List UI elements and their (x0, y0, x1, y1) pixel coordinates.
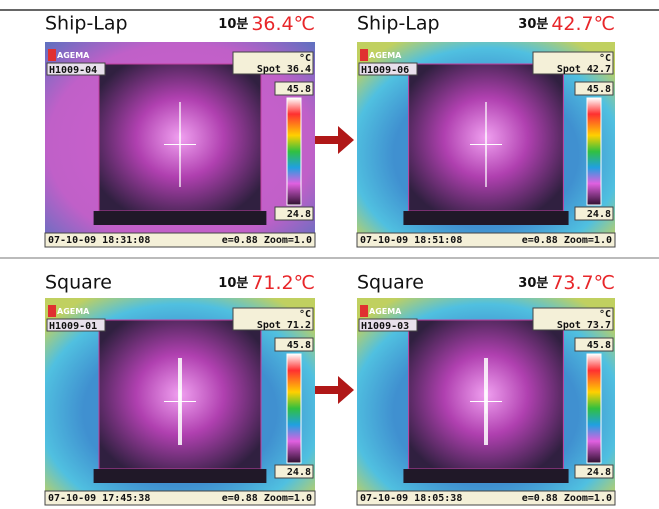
spot-box (232, 307, 314, 331)
id-box (46, 62, 106, 76)
scale-max: 45.8 (287, 340, 311, 351)
image-id: H1009-04 (49, 65, 97, 76)
id-box (46, 318, 106, 332)
panel-title: Ship-Lap (45, 13, 128, 35)
id-box (358, 62, 418, 76)
logo: AGEMA (57, 307, 90, 316)
spot-box (532, 307, 614, 331)
panel-temperature-label: 30분 73.7℃ (518, 272, 615, 294)
elapsed-time: 30분 (518, 276, 548, 291)
arrow (314, 376, 354, 404)
status-bar (356, 490, 616, 506)
unit: °C (299, 53, 311, 64)
temperature: 73.7℃ (551, 272, 615, 294)
scale-max-box (274, 337, 314, 352)
unit: °C (599, 309, 611, 320)
logo: AGEMA (369, 51, 402, 60)
image-id: H1009-01 (49, 321, 97, 332)
temperature: 36.4℃ (251, 13, 315, 35)
color-scale (286, 353, 302, 464)
color-scale (286, 97, 302, 206)
scale-max-box (574, 337, 614, 352)
spot-value: Spot 73.7 (557, 320, 611, 331)
color-scale (586, 353, 602, 464)
logo-badge (48, 49, 56, 61)
panel-title: Square (357, 272, 424, 294)
unit: °C (599, 53, 611, 64)
camera-params: e=0.88 Zoom=1.0 (522, 235, 612, 246)
scale-min-box (574, 464, 614, 479)
timestamp: 07-10-09 18:31:08 (48, 235, 150, 246)
scale-max-box (274, 81, 314, 96)
spot-value: Spot 42.7 (557, 64, 611, 75)
unit: °C (299, 309, 311, 320)
elapsed-time: 10분 (218, 276, 248, 291)
camera-params: e=0.88 Zoom=1.0 (522, 493, 612, 504)
scale-min-box (574, 206, 614, 221)
color-scale (586, 97, 602, 206)
panel-frame (403, 211, 569, 225)
scale-max-box (574, 81, 614, 96)
scale-min: 24.8 (287, 209, 311, 220)
id-box (358, 318, 418, 332)
camera-params: e=0.88 Zoom=1.0 (222, 235, 312, 246)
panel-temperature-label: 10분 36.4℃ (218, 13, 315, 35)
scale-min-box (274, 206, 314, 221)
timestamp: 07-10-09 18:05:38 (360, 493, 462, 504)
arrow (314, 126, 354, 154)
panel-title: Square (45, 272, 112, 294)
temperature: 71.2℃ (251, 272, 315, 294)
status-bar (44, 490, 316, 506)
timestamp: 07-10-09 17:45:38 (48, 493, 150, 504)
camera-params: e=0.88 Zoom=1.0 (222, 493, 312, 504)
timestamp: 07-10-09 18:51:08 (360, 235, 462, 246)
panel-frame (93, 211, 267, 225)
logo-badge (48, 305, 56, 317)
spot-value: Spot 36.4 (257, 64, 311, 75)
scale-min: 24.8 (287, 467, 311, 478)
scale-min: 24.8 (587, 467, 611, 478)
logo: AGEMA (57, 51, 90, 60)
spot-box (532, 51, 614, 75)
image-id: H1009-06 (361, 65, 409, 76)
scale-min-box (274, 464, 314, 479)
panel-frame (93, 469, 267, 483)
logo-badge (360, 305, 368, 317)
logo-badge (360, 49, 368, 61)
status-bar (356, 232, 616, 248)
elapsed-time: 10분 (218, 17, 248, 32)
panel-title: Ship-Lap (357, 13, 440, 35)
scale-max: 45.8 (587, 340, 611, 351)
status-bar (44, 232, 316, 248)
spot-value: Spot 71.2 (257, 320, 311, 331)
logo: AGEMA (369, 307, 402, 316)
scale-max: 45.8 (287, 84, 311, 95)
scale-max: 45.8 (587, 84, 611, 95)
scale-min: 24.8 (587, 209, 611, 220)
spot-box (232, 51, 314, 75)
panel-temperature-label: 10분 71.2℃ (218, 272, 315, 294)
temperature: 42.7℃ (551, 13, 615, 35)
image-id: H1009-03 (361, 321, 409, 332)
panel-frame (403, 469, 569, 483)
panel-temperature-label: 30분 42.7℃ (518, 13, 615, 35)
elapsed-time: 30분 (518, 17, 548, 32)
